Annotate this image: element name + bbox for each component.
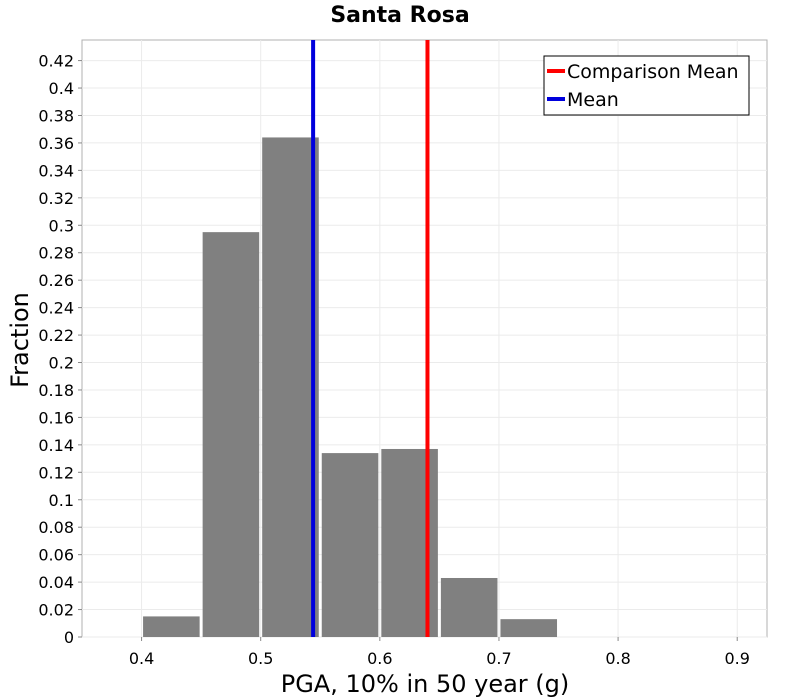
x-axis-title: PGA, 10% in 50 year (g) [281,670,570,698]
x-tick-label: 0.4 [129,649,154,668]
y-tick-label: 0.04 [38,573,74,592]
y-tick-label: 0.3 [49,216,74,235]
y-tick-label: 0.26 [38,271,74,290]
y-tick-label: 0.24 [38,299,74,318]
grid-lines [82,40,767,638]
legend-label-mean: Mean [567,89,619,111]
y-tick-label: 0.38 [38,106,74,125]
chart-title: Santa Rosa [330,3,469,28]
histogram-bar [321,453,379,637]
histogram-bar [202,232,260,637]
x-tick-label: 0.7 [486,649,511,668]
y-tick-label: 0 [64,628,74,647]
y-axis-title: Fraction [6,292,34,388]
histogram-bar [500,619,558,637]
histogram-bar [143,616,200,637]
y-tick-label: 0.42 [38,52,74,71]
histogram-bar [440,577,498,637]
y-tick-label: 0.2 [49,354,74,373]
y-tick-label: 0.16 [38,408,74,427]
x-tick-label: 0.9 [724,649,749,668]
x-tick-label: 0.6 [367,649,392,668]
y-tick-label: 0.4 [49,79,74,98]
y-axis-ticks: 0 0.02 0.04 0.06 0.08 0.1 0.12 0.14 0.16 0.18 0.2 0… [38,52,82,647]
y-tick-label: 0.22 [38,326,74,345]
y-tick-label: 0.34 [38,161,74,180]
legend-box [543,55,750,116]
x-axis-ticks: 0.4 0.5 0.6 0.7 0.8 0.9 [129,637,750,668]
x-tick-label: 0.5 [248,649,273,668]
y-tick-label: 0.1 [49,491,74,510]
y-tick-label: 0.08 [38,518,74,537]
y-tick-label: 0.06 [38,546,74,565]
y-tick-label: 0.28 [38,244,74,263]
histogram-bars [143,137,558,637]
legend-label-comparison-mean: Comparison Mean [567,61,739,83]
y-tick-label: 0.02 [38,601,74,620]
y-tick-label: 0.36 [38,134,74,153]
y-tick-label: 0.12 [38,463,74,482]
legend: Comparison Mean Mean [543,55,750,116]
mean-lines [311,40,430,637]
x-tick-label: 0.8 [605,649,630,668]
histogram-bar [262,137,319,637]
y-tick-label: 0.18 [38,381,74,400]
y-tick-label: 0.14 [38,436,74,455]
y-tick-label: 0.32 [38,189,74,208]
